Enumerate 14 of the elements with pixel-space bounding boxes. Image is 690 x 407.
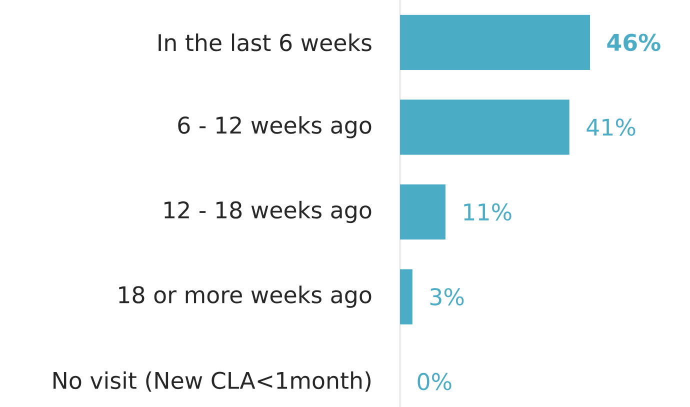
data-label: 41% [586,118,636,136]
data-label: 3% [430,288,464,306]
y-tick-label: In the last 6 weeks [158,34,372,52]
y-tick-label: 18 or more weeks ago [119,286,372,308]
data-label: 46% [607,34,660,52]
y-tick-label: 6 - 12 weeks ago [178,116,372,138]
bar [400,14,590,70]
data-label: 11% [464,203,512,221]
y-tick-label: No visit (New CLA<1month) [54,371,370,392]
bar [400,269,412,324]
data-label: 0% [418,372,452,390]
y-tick-label: 12 - 18 weeks ago [164,200,372,224]
bar [400,100,570,155]
bar [400,184,446,240]
